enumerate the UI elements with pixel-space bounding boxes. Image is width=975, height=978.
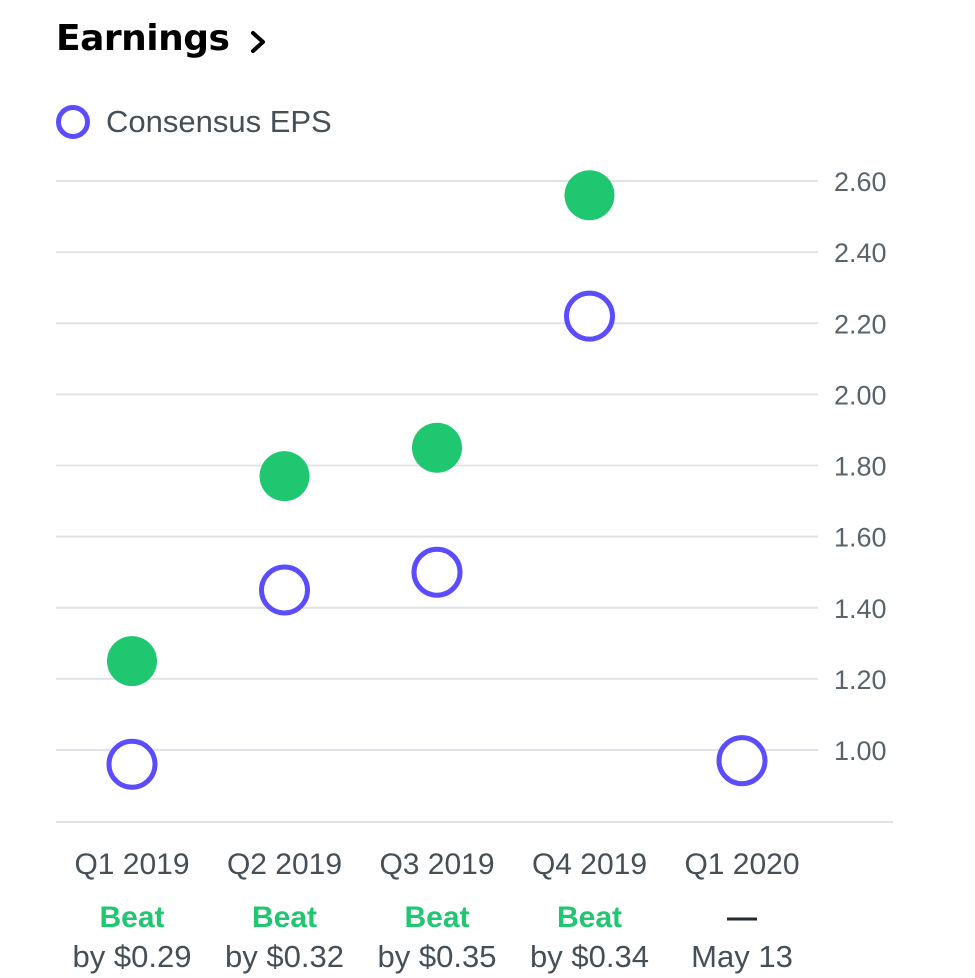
result-status: Beat	[99, 901, 164, 934]
y-tick-label: 1.20	[834, 665, 887, 695]
x-category-label: Q1 2020	[684, 848, 799, 881]
consensus-eps-point	[106, 738, 158, 790]
result-status: Beat	[404, 901, 469, 934]
y-tick-label: 1.80	[834, 452, 887, 482]
result-detail: May 13	[691, 939, 793, 974]
result-status: Beat	[557, 901, 622, 934]
y-tick-label: 2.20	[834, 309, 887, 339]
chart-legend: Consensus EPS	[56, 104, 332, 140]
y-tick-label: 1.60	[834, 523, 887, 553]
section-title: Earnings	[56, 18, 230, 59]
result-detail: by $0.32	[225, 939, 344, 974]
result-detail: by $0.35	[378, 939, 497, 974]
result-status: —	[727, 901, 757, 934]
result-detail: by $0.34	[530, 939, 649, 974]
consensus-legend-icon	[56, 105, 90, 139]
y-tick-label: 1.40	[834, 594, 887, 624]
consensus-eps-point	[259, 564, 310, 616]
actual-eps-point	[564, 170, 615, 221]
x-category-label: Q3 2019	[379, 848, 494, 881]
result-detail: by $0.29	[73, 939, 192, 974]
y-tick-label: 2.60	[834, 167, 887, 197]
consensus-eps-point	[411, 546, 463, 598]
actual-eps-point	[259, 451, 310, 502]
consensus-eps-point	[716, 735, 768, 787]
result-status: Beat	[252, 901, 317, 934]
consensus-eps-point	[564, 290, 615, 342]
y-tick-label: 2.00	[834, 380, 887, 410]
actual-eps-point	[107, 636, 157, 687]
y-tick-label: 2.40	[834, 238, 887, 268]
chevron-right-icon[interactable]	[245, 29, 271, 55]
x-category-label: Q4 2019	[532, 848, 647, 881]
earnings-header[interactable]: Earnings	[56, 18, 271, 59]
y-tick-label: 1.00	[834, 736, 887, 766]
legend-label-consensus: Consensus EPS	[106, 104, 332, 139]
x-category-label: Q2 2019	[227, 848, 342, 881]
x-category-label: Q1 2019	[74, 848, 189, 881]
actual-eps-point	[412, 422, 462, 473]
